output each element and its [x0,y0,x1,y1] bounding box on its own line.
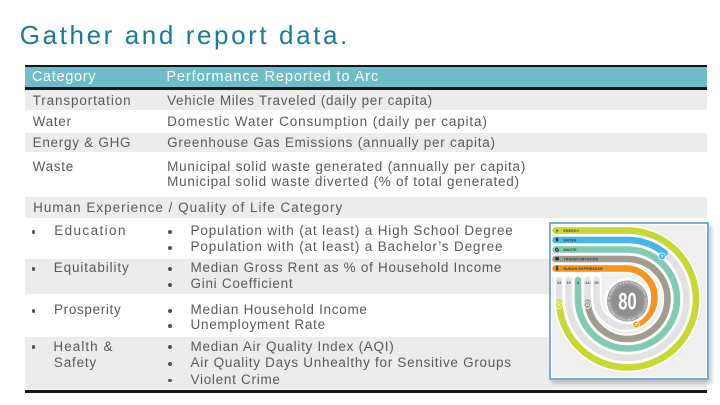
svg-text:WATER: WATER [564,238,578,242]
svg-text:HUMAN EXPERIENCE: HUMAN EXPERIENCE [564,267,604,271]
svg-text:TRANSPORTATION: TRANSPORTATION [564,257,599,261]
svg-text:13: 13 [586,303,590,307]
svg-text:8: 8 [577,281,579,285]
svg-text:15: 15 [634,322,638,326]
svg-text:31: 31 [557,303,561,307]
svg-text:20: 20 [594,281,598,285]
svg-text:5: 5 [661,254,663,258]
svg-text:14: 14 [585,281,590,285]
svg-text:33: 33 [557,281,561,285]
svg-text:WASTE: WASTE [564,248,578,252]
svg-text:80: 80 [618,288,636,315]
svg-text:15: 15 [566,281,570,285]
svg-text:ENERGY: ENERGY [564,229,580,233]
